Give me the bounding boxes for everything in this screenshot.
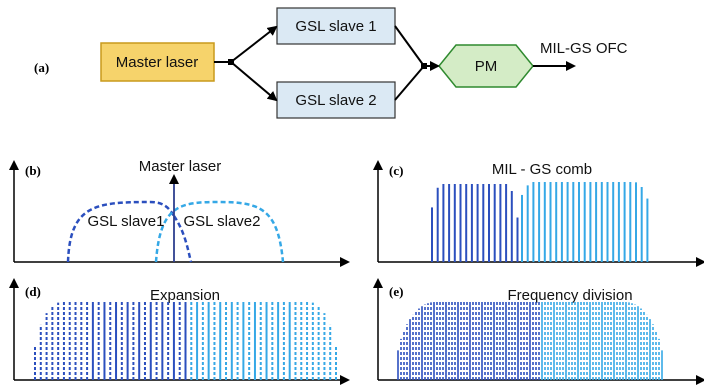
panel-b-label: (b)	[25, 163, 41, 178]
gsl-slave-2-label: GSL slave 2	[295, 92, 376, 109]
gsl-slave-1-label: GSL slave 1	[295, 18, 376, 35]
block-diagram: (a) Master laser GSL slave 1 GSL slave 2…	[34, 7, 628, 119]
master-laser-label: Master laser	[116, 54, 199, 71]
panel-c-label: (c)	[389, 163, 403, 178]
panel-e-label: (e)	[389, 284, 403, 299]
master-laser-box	[100, 42, 215, 82]
panel-d-label: (d)	[25, 284, 41, 299]
panel-c: (c) MIL - GS comb	[373, 160, 704, 267]
slave-2-output-line	[394, 65, 425, 101]
output-label: MIL-GS OFC	[540, 40, 628, 57]
panel-d: (d) Expansion	[9, 278, 350, 385]
panel-c-title: MIL - GS comb	[492, 161, 592, 178]
gsl-slave1-label: GSL slave1	[88, 213, 165, 230]
gsl-slave-1-box	[276, 7, 396, 45]
gsl-slave2-label: GSL slave2	[184, 213, 261, 230]
panel-a-label: (a)	[34, 60, 49, 75]
arrow-to-slave-2	[230, 61, 278, 102]
phase-modulator-label: PM	[475, 58, 498, 75]
gsl-slave-2-box	[276, 81, 396, 119]
slave1-envelope	[66, 200, 176, 263]
slave1-envelope-tail	[172, 215, 193, 263]
panel-d-title: Expansion	[150, 287, 220, 304]
panel-e-title: Frequency division	[507, 287, 632, 304]
arrow-to-slave-1	[230, 25, 278, 63]
slave2-envelope	[154, 200, 285, 263]
master-laser-marker-label: Master laser	[139, 158, 222, 175]
panel-b: (b) Master laser GSL slave1 GSL slave2	[9, 158, 350, 267]
panel-e: (e) Frequency division	[373, 278, 704, 385]
slave-1-output-line	[394, 25, 425, 67]
